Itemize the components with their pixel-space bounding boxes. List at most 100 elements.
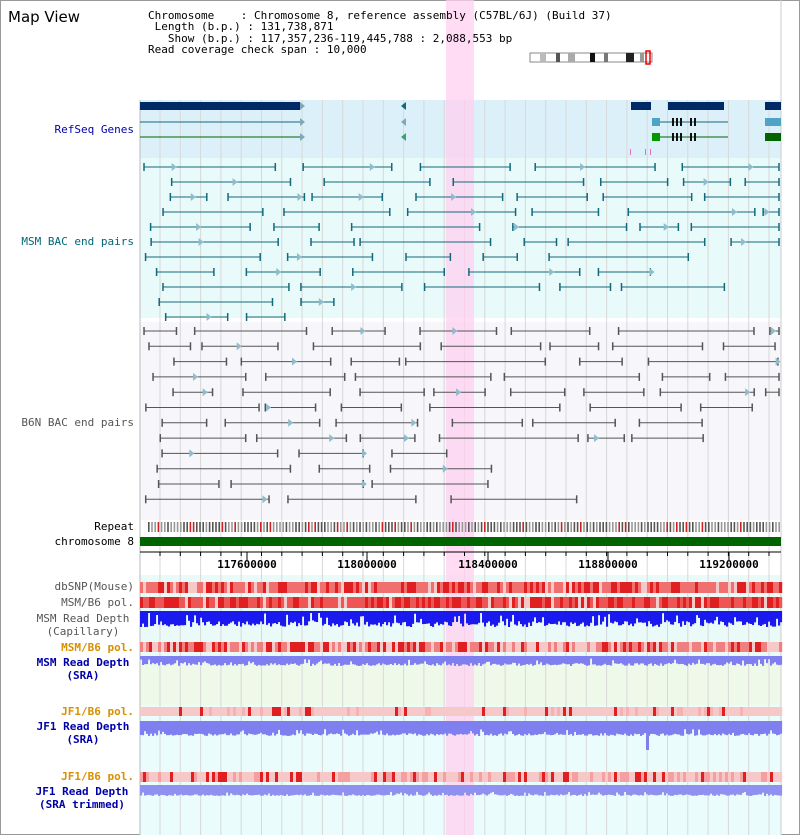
track-label-refseq[interactable]: RefSeq Genes [54,123,134,136]
msm-depth-sra-bar [398,656,401,664]
jf1-depth-sra-bar [504,721,507,734]
jf1-depth-trimmed-bar [440,785,443,796]
msm-b6-pol-cell [317,597,321,608]
b6n-bac-pair-arrow [360,327,366,335]
msm-depth-capillary-bar [636,611,639,619]
jf1-b6-pol-trimmed-cell [203,772,207,782]
repeat-element [490,522,492,532]
jf1-depth-sra-bar [556,721,559,733]
msm-b6-pol-cell [521,597,525,608]
jf1-depth-sra-bar [252,721,255,735]
msm-depth-sra-bar [154,656,157,665]
msm-depth-capillary-bar [530,611,533,626]
jf1-b6-pol-cell [326,707,330,716]
msm-b6-pol-sra-cell [296,642,300,652]
jf1-b6-pol-trimmed-cell [320,772,324,782]
repeat-element [263,522,265,532]
jf1-b6-pol-cell [248,707,252,716]
track-label-b6n-bac[interactable]: B6N BAC end pairs [21,416,134,429]
dbsnp-cell [737,582,741,593]
track-label-msm-bac[interactable]: MSM BAC end pairs [21,235,134,248]
msm-depth-sra-bar [620,656,623,664]
track-label-msm-b6-pol-sra[interactable]: MSM/B6 pol. [61,641,134,654]
msm-b6-pol-cell [281,597,285,608]
dbsnp-cell [392,582,396,593]
refseq-gene-exon [652,133,660,141]
msm-b6-pol-cell [260,597,264,608]
jf1-b6-pol-trimmed-cell [227,772,231,782]
jf1-depth-trimmed-bar [712,785,715,796]
track-label-chromosome[interactable]: chromosome 8 [54,535,134,548]
track-label-jf1-b6-pol-trimmed[interactable]: JF1/B6 pol. [61,770,134,783]
jf1-b6-pol-trimmed-cell [347,772,351,782]
jf1-depth-sra-bar [140,721,143,736]
msm-depth-sra-bar [368,656,371,666]
msm-b6-pol-cell [734,597,738,608]
jf1-depth-trimmed-bar [316,785,319,796]
msm-depth-sra-bar [454,656,457,666]
jf1-depth-trimmed-bar [590,785,593,795]
track-label-msm-b6-pol[interactable]: MSM/B6 pol. [61,596,134,609]
jf1-depth-trimmed-bar [604,785,607,796]
jf1-b6-pol-cell [290,707,294,716]
msm-depth-capillary-bar [754,611,757,623]
jf1-b6-pol-trimmed-cell [407,772,411,782]
jf1-b6-pol-cell [770,707,774,716]
msm-depth-capillary-bar [306,611,309,626]
jf1-depth-trimmed-bar [692,785,695,796]
jf1-depth-sra-bar [700,721,703,735]
track-label-jf1-depth-trimmed[interactable]: JF1 Read Depth (SRA trimmed) [24,785,140,811]
msm-depth-sra-bar [338,656,341,664]
jf1-depth-trimmed-bar [392,785,395,796]
jf1-depth-trimmed-bar [504,785,507,795]
jf1-depth-trimmed-bar [496,785,499,795]
msm-depth-capillary-bar [624,611,627,622]
track-label-jf1-depth-sra[interactable]: JF1 Read Depth (SRA) [30,720,136,746]
msm-b6-pol-cell [578,597,582,608]
jf1-b6-pol-cell [587,707,591,716]
msm-b6-pol-cell [176,597,180,608]
track-label-jf1-b6-pol[interactable]: JF1/B6 pol. [61,705,134,718]
msm-b6-pol-sra-cell [176,642,180,652]
msm-depth-sra-bar [686,656,689,666]
jf1-b6-pol-trimmed-cell [404,772,408,782]
jf1-b6-pol-trimmed-cell [353,772,357,782]
msm-depth-sra-bar [768,656,771,660]
msm-depth-capillary-bar [356,611,359,623]
msm-depth-capillary-bar [638,611,641,623]
msm-b6-pol-sra-cell [410,642,414,652]
msm-b6-pol-cell [737,597,741,608]
repeat-element [416,522,419,532]
repeat-element [304,522,307,532]
jf1-depth-sra-bar [742,721,745,734]
msm-b6-pol-cell [476,597,480,608]
jf1-b6-pol-trimmed-cell [230,772,234,782]
jf1-b6-pol-cell [140,707,144,716]
msm-depth-capillary-bar [552,611,555,625]
repeat-element [676,522,678,532]
track-label-msm-depth-capillary[interactable]: MSM Read Depth (Capillary) [30,612,136,638]
jf1-depth-sra-bar [510,721,513,732]
msm-depth-capillary-bar [584,611,587,627]
msm-b6-pol-cell [362,597,366,608]
msm-depth-capillary-bar [146,611,149,627]
dbsnp-cell [233,582,237,593]
track-label-msm-depth-sra[interactable]: MSM Read Depth (SRA) [30,656,136,682]
track-label-repeat[interactable]: Repeat [94,520,134,533]
msm-b6-pol-cell [506,597,510,608]
jf1-b6-pol-cell [458,707,462,716]
msm-b6-pol-sra-cell [221,642,225,652]
jf1-b6-pol-trimmed-cell [698,772,702,782]
jf1-depth-trimmed-bar [468,785,471,796]
jf1-depth-sra-bar [566,721,569,731]
dbsnp-cell [221,582,225,593]
msm-depth-capillary-bar [204,611,207,626]
jf1-depth-sra-bar [244,721,247,735]
jf1-depth-trimmed-bar [764,785,767,796]
msm-depth-capillary-bar [250,611,253,626]
msm-b6-pol-cell [659,597,663,608]
jf1-depth-sra-bar [746,721,749,736]
jf1-depth-trimmed-bar [612,785,615,796]
track-label-dbsnp[interactable]: dbSNP(Mouse) [54,580,134,593]
